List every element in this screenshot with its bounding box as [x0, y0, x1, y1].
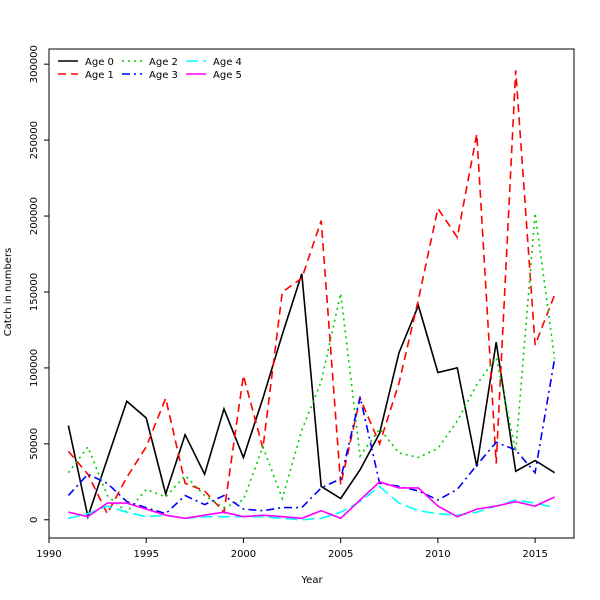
series-line-age-4 [68, 485, 555, 521]
legend-label: Age 2 [149, 57, 178, 68]
legend: Age 0 Age 1 Age 2 Age 3 Age 4 Age 5 [58, 57, 242, 81]
plot-frame [48, 48, 575, 539]
x-tick-label: 2000 [231, 549, 256, 560]
x-tick-label: 2015 [522, 549, 547, 560]
y-axis-label: Catch in numbers [3, 248, 14, 337]
x-tick-label: 1990 [36, 549, 61, 560]
legend-label: Age 0 [85, 57, 114, 68]
y-tick-label: 100000 [29, 349, 40, 387]
series-line-age-1 [67, 70, 556, 516]
y-axis: 0 50000 100000 150000 200000 250000 300000 [29, 45, 49, 523]
x-axis: 1990 1995 2000 2005 2010 2015 [36, 538, 548, 560]
x-tick-label: 1995 [133, 549, 158, 560]
series-layer [67, 70, 556, 521]
series-line-age-5 [68, 480, 555, 520]
legend-label: Age 5 [213, 70, 242, 81]
y-tick-label: 50000 [29, 428, 40, 460]
legend-label: Age 1 [85, 70, 114, 81]
x-axis-label: Year [300, 575, 323, 586]
y-tick-label: 250000 [29, 121, 40, 159]
y-tick-label: 0 [29, 517, 40, 523]
y-tick-label: 300000 [29, 45, 40, 83]
legend-label: Age 3 [149, 70, 178, 81]
y-tick-label: 200000 [29, 197, 40, 235]
legend-label: Age 4 [213, 57, 242, 68]
series-line-age-0 [67, 273, 556, 520]
series-line-age-2 [67, 212, 556, 514]
x-tick-label: 2010 [425, 549, 450, 560]
series-line-age-3 [67, 358, 556, 515]
x-tick-label: 2005 [328, 549, 353, 560]
y-tick-label: 150000 [29, 273, 40, 311]
